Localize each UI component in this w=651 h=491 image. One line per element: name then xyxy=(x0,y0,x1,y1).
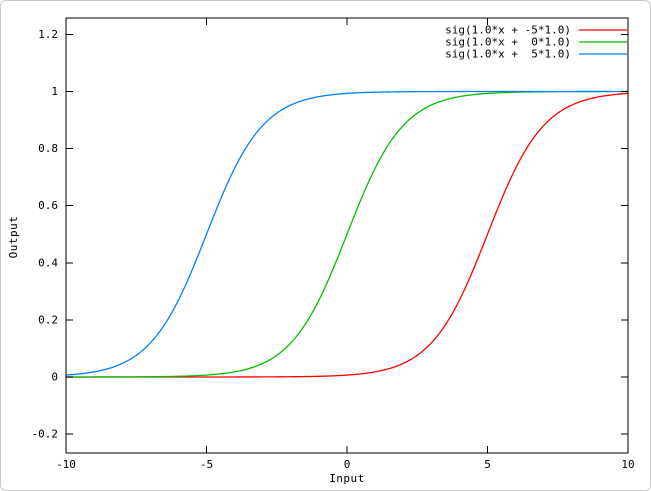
curves-layer xyxy=(65,90,629,378)
y-tick-label: 0.2 xyxy=(38,313,58,326)
y-tick-label: 0.4 xyxy=(38,256,58,269)
x-tick-label: 5 xyxy=(484,458,491,471)
series-line-1 xyxy=(66,90,628,378)
series-line-2 xyxy=(65,90,628,376)
legend-entry-label: sig(1.0*x + -5*1.0) xyxy=(445,24,571,37)
x-tick-label: 10 xyxy=(621,458,634,471)
y-axis-title: Output xyxy=(7,216,20,259)
y-tick-label: 1.2 xyxy=(38,28,58,41)
x-tick-label: -5 xyxy=(200,458,213,471)
axes-layer: -10 -5 0 5 10 -0.2 0 0.2 0.4 0.6 0.8 1 1.2 xyxy=(32,17,635,471)
y-tick-label: 0 xyxy=(51,371,58,384)
x-tick-label: -10 xyxy=(56,458,76,471)
legend-entry-label: sig(1.0*x + 5*1.0) xyxy=(445,48,571,61)
x-tick-label: 0 xyxy=(344,458,351,471)
y-tick-label: 0.8 xyxy=(38,142,58,155)
y-tick-label: 1 xyxy=(51,85,58,98)
x-axis-title: Input xyxy=(329,472,365,485)
legend-entry-label: sig(1.0*x + 0*1.0) xyxy=(445,36,571,49)
legend: sig(1.0*x + -5*1.0)sig(1.0*x + 0*1.0)sig… xyxy=(445,24,627,61)
y-tick-label: -0.2 xyxy=(32,428,59,441)
y-tick-label: 0.6 xyxy=(38,199,58,212)
